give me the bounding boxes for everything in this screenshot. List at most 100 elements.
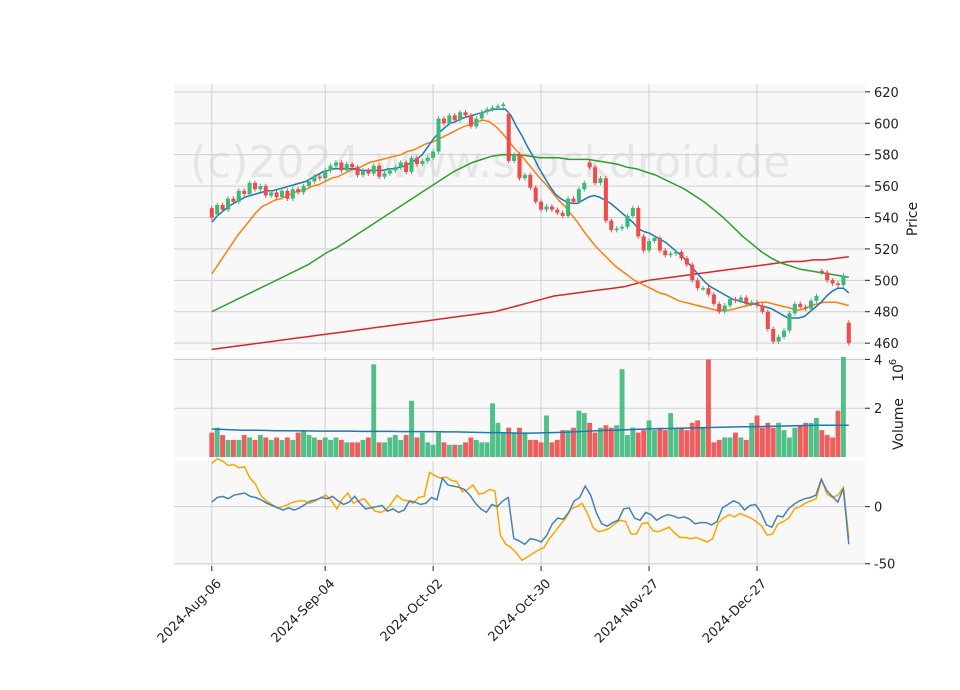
candle-body (371, 165, 376, 174)
volume-bar (630, 427, 636, 457)
candle-body (690, 264, 695, 281)
macd-tick-label: 0 (874, 501, 882, 516)
candle-body (549, 206, 554, 210)
volume-bar (592, 432, 598, 457)
volume-bar (344, 442, 350, 457)
price-axis-label: Price (905, 202, 921, 236)
volume-bar (716, 439, 722, 457)
candle-body (247, 182, 252, 194)
candle-body (620, 226, 625, 229)
candle-body (814, 296, 819, 301)
volume-bar (268, 439, 274, 457)
candle-body (684, 258, 689, 265)
volume-bar (803, 422, 809, 457)
volume-bar (463, 442, 468, 457)
moving-average-lines (211, 108, 850, 351)
candle-body (668, 253, 673, 256)
volume-bar (749, 422, 755, 457)
candle-body (279, 190, 284, 198)
candle-body (458, 112, 463, 121)
volume-bar (252, 439, 258, 457)
x-tick-label: 2024-Dec-27 (700, 576, 770, 646)
volume-bars (209, 357, 849, 457)
candle-body (495, 105, 500, 108)
candle-body (765, 311, 770, 330)
candle-body (393, 167, 398, 171)
candle-body (728, 299, 733, 306)
candle-body (420, 160, 425, 165)
x-tick-label: 2024-Oct-02 (378, 576, 446, 644)
volume-bar (392, 435, 398, 457)
volume-bar (382, 442, 387, 457)
candle-body (236, 190, 241, 202)
volume-bar (544, 415, 549, 457)
volume-bar (738, 437, 744, 457)
candle-body (377, 165, 382, 177)
candle-body (398, 162, 403, 168)
volume-bar (214, 427, 220, 457)
candle-body (317, 176, 322, 179)
volume-bar (571, 427, 576, 457)
volume-bar (695, 420, 701, 457)
volume-bar (403, 435, 409, 457)
macd-lines (211, 457, 850, 562)
macd-line (211, 476, 850, 546)
volume-bar (608, 427, 614, 457)
volume-bar (230, 439, 236, 457)
candle-body (755, 302, 760, 306)
volume-bar (457, 444, 463, 457)
candle-body (436, 118, 441, 152)
candle-body (539, 201, 544, 210)
volume-bar (786, 437, 792, 457)
volume-average-line (211, 424, 849, 434)
price-tick-label: 560 (874, 180, 899, 195)
volume-bar (830, 437, 836, 457)
volume-bar (781, 430, 787, 457)
volume-bar (236, 439, 242, 457)
volume-bar (619, 369, 625, 457)
volume-bar (635, 432, 641, 457)
candle-body (722, 305, 727, 312)
candle-body (360, 170, 365, 176)
x-tick-label: 2024-Nov-27 (592, 576, 662, 646)
candle-body (674, 252, 679, 254)
candle-body (290, 189, 295, 199)
candle-body (447, 115, 452, 124)
volume-bar (279, 439, 285, 457)
price-tick-label: 540 (874, 212, 899, 227)
price-tick-label: 600 (874, 117, 899, 132)
volume-bar (241, 435, 247, 457)
price-tick-label: 480 (874, 306, 899, 321)
candle-body (792, 303, 797, 314)
volume-bar (614, 425, 620, 457)
volume-bar (387, 437, 393, 457)
volume-bar (576, 410, 582, 457)
x-tick-label: 2024-Aug-06 (155, 576, 225, 646)
sma50-line (211, 119, 849, 311)
volume-bar (770, 427, 776, 457)
volume-bar (360, 439, 366, 457)
candle-body (431, 151, 436, 158)
candle-body (630, 208, 635, 216)
volume-bar (446, 444, 452, 457)
candle-body (679, 252, 684, 259)
candle-body (274, 192, 279, 198)
volume-bar (641, 430, 647, 457)
candle-body (641, 236, 646, 251)
volume-bar (311, 437, 317, 457)
candle-body (798, 303, 803, 308)
volume-axis-base: 10 (891, 364, 907, 382)
volume-bar (220, 435, 226, 457)
candle-body (528, 175, 533, 188)
volume-axis-exponent: 6 (888, 359, 899, 365)
candle-body (555, 209, 560, 213)
candle-body (744, 297, 749, 304)
panel-macd-bg (174, 461, 865, 566)
volume-bar (500, 432, 506, 457)
volume-bar (317, 439, 323, 457)
candle-body (517, 154, 522, 179)
candle-body (225, 198, 231, 210)
candle-body (636, 208, 641, 237)
sma100-line (211, 153, 849, 313)
volume-bar (733, 432, 738, 457)
